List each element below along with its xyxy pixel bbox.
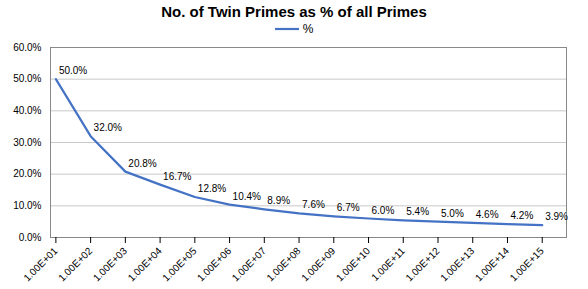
svg-text:5.0%: 5.0%: [441, 208, 464, 219]
svg-text:20.0%: 20.0%: [13, 168, 41, 179]
svg-text:16.7%: 16.7%: [163, 171, 191, 182]
svg-text:1.00E+15: 1.00E+15: [508, 245, 547, 284]
svg-text:12.8%: 12.8%: [198, 183, 226, 194]
svg-text:0.0%: 0.0%: [19, 232, 42, 243]
svg-text:50.0%: 50.0%: [59, 65, 87, 76]
svg-text:1.00E+07: 1.00E+07: [230, 245, 269, 284]
svg-text:8.9%: 8.9%: [267, 195, 290, 206]
html-text:No. of Twin Primes as % of all: No. of Twin Primes as % of all Primes: [161, 3, 427, 20]
svg-text:6.0%: 6.0%: [372, 205, 395, 216]
svg-text:1.00E+11: 1.00E+11: [369, 245, 407, 283]
svg-text:6.7%: 6.7%: [337, 202, 360, 213]
svg-text:1.00E+05: 1.00E+05: [160, 245, 199, 284]
svg-text:10.0%: 10.0%: [13, 200, 41, 211]
svg-text:10.4%: 10.4%: [233, 191, 261, 202]
svg-text:1.00E+09: 1.00E+09: [299, 245, 338, 284]
svg-text:7.6%: 7.6%: [302, 199, 325, 210]
svg-text:20.8%: 20.8%: [128, 158, 156, 169]
svg-text:1.00E+04: 1.00E+04: [126, 245, 165, 284]
svg-text:60.0%: 60.0%: [13, 42, 41, 53]
svg-text:1.00E+13: 1.00E+13: [438, 245, 477, 284]
svg-text:4.2%: 4.2%: [510, 210, 533, 221]
svg-text:5.4%: 5.4%: [406, 206, 429, 217]
svg-text:3.9%: 3.9%: [545, 211, 568, 222]
svg-text:1.00E+03: 1.00E+03: [91, 245, 130, 284]
svg-text:32.0%: 32.0%: [94, 122, 122, 133]
svg-text:4.6%: 4.6%: [476, 209, 499, 220]
svg-text:1.00E+08: 1.00E+08: [264, 245, 303, 284]
svg-text:30.0%: 30.0%: [13, 137, 41, 148]
svg-text:1.00E+06: 1.00E+06: [195, 245, 234, 284]
svg-text:1.00E+01: 1.00E+01: [21, 245, 60, 284]
svg-text:1.00E+12: 1.00E+12: [403, 245, 442, 284]
svg-text:40.0%: 40.0%: [13, 105, 41, 116]
svg-text:1.00E+10: 1.00E+10: [334, 245, 373, 284]
svg-text:1.00E+14: 1.00E+14: [473, 245, 512, 284]
svg-text:50.0%: 50.0%: [13, 73, 41, 84]
svg-text:1.00E+02: 1.00E+02: [56, 245, 95, 284]
